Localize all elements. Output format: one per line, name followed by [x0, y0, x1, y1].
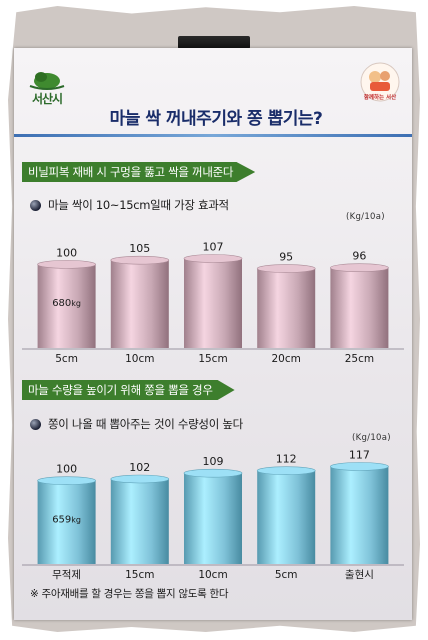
bar — [37, 480, 96, 564]
bar-group: 117 출현시 — [330, 449, 389, 581]
bar-top — [37, 260, 96, 269]
section1-banner: 비닐피복 재배 시 구멍을 뚫고 싹을 꺼내준다 — [22, 162, 256, 182]
bar-top — [110, 474, 170, 484]
bar-group: 105 10cm — [110, 242, 170, 365]
bar-top — [110, 255, 170, 265]
value-label: 100 — [56, 246, 77, 259]
bar-top — [183, 254, 243, 263]
section1-headline: 마늘 싹이 10~15cm일때 가장 효과적 — [30, 197, 229, 213]
value-label: 102 — [129, 461, 150, 474]
poster: 서산시 함께하는 서산 마늘 싹 꺼내주기와 쫑 뽑기는? 비닐피복 재배 시 … — [14, 48, 412, 620]
bar-inner-label: 680kg — [52, 298, 81, 309]
bar-group: 107 15cm — [183, 241, 243, 365]
category-label: 15cm — [198, 353, 227, 365]
bar-group: 100 5cm 680kg — [37, 246, 96, 365]
chart1-unit: (Kg/10a) — [346, 212, 385, 222]
bar-group: 109 10cm — [183, 455, 243, 581]
bar-top — [330, 263, 389, 273]
title-underline — [14, 134, 412, 137]
category-label: 25cm — [345, 353, 374, 365]
chart1-title: 마늘 싹이 10~15cm일때 가장 효과적 — [48, 198, 229, 212]
category-label: 5cm — [55, 353, 78, 365]
bar-group: 96 25cm — [330, 250, 389, 365]
category-label: 출현시 — [345, 569, 374, 581]
bar — [330, 466, 389, 564]
category-label: 5cm — [275, 569, 298, 581]
bar-group: 95 20cm — [256, 251, 316, 365]
bar-top — [37, 476, 96, 485]
value-label: 112 — [276, 453, 297, 466]
section2-headline: 쫑이 나올 때 뽑아주는 것이 수량성이 높다 — [30, 416, 243, 432]
bar — [110, 479, 169, 564]
bar-top — [256, 264, 316, 273]
binder-clip — [178, 36, 250, 49]
category-label: 10cm — [125, 353, 154, 365]
value-label: 96 — [352, 250, 366, 263]
mascot-logo-icon: 함께하는 서산 — [360, 62, 400, 102]
category-label: 20cm — [272, 353, 301, 365]
value-label: 100 — [56, 463, 77, 476]
bar-top — [330, 462, 389, 471]
bar-inner-unit: kg — [71, 299, 81, 308]
value-label: 105 — [129, 242, 150, 255]
bar — [257, 470, 316, 564]
bar — [184, 258, 242, 348]
bar-top — [183, 468, 243, 478]
value-label: 117 — [349, 449, 370, 462]
bar-group: 100 무적제 659kg — [37, 463, 96, 581]
bar-inner-label: 659kg — [52, 514, 81, 525]
footnote: ※ 주아재배를 할 경우는 쫑을 뽑지 않도록 한다 — [30, 588, 229, 600]
bar-inner-unit: kg — [71, 515, 81, 524]
bullet-icon — [30, 199, 41, 211]
poster-title: 마늘 싹 꺼내주기와 쫑 뽑기는? — [109, 109, 323, 129]
value-label: 107 — [203, 241, 224, 254]
bar — [257, 268, 316, 348]
section2-banner: 마늘 수량을 높이기 위해 쫑을 뽑을 경우 — [22, 380, 235, 400]
category-label: 무적제 — [52, 569, 81, 581]
chart2: 100 무적제 659kg 102 15cm 109 10cm 112 5cm 117 출현시 — [22, 449, 404, 581]
bar-group: 112 5cm — [256, 453, 316, 581]
logo-left-text: 서산시 — [31, 92, 63, 106]
chart1: 100 5cm 680kg 105 10cm 107 15cm 95 20cm 96 25cm — [22, 241, 404, 365]
value-label: 95 — [279, 251, 293, 264]
category-label: 15cm — [125, 569, 154, 581]
bullet-icon — [30, 418, 41, 430]
bar-top — [256, 466, 316, 475]
seosan-city-logo-icon — [29, 72, 65, 90]
chart2-unit: (Kg/10a) — [352, 433, 391, 443]
chart2-title: 쫑이 나올 때 뽑아주는 것이 수량성이 높다 — [48, 417, 243, 431]
bar — [110, 260, 169, 348]
value-label: 109 — [203, 455, 224, 468]
logo-right-text: 함께하는 서산 — [364, 93, 396, 101]
bar-group: 102 15cm — [110, 461, 170, 581]
bar — [37, 264, 96, 348]
category-label: 10cm — [198, 569, 227, 581]
bar — [330, 267, 389, 348]
bar — [184, 473, 242, 564]
